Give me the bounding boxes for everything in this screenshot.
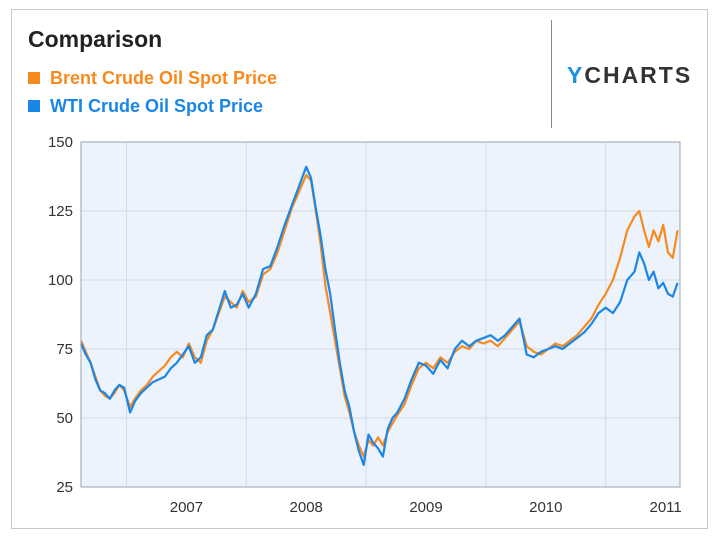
ycharts-logo-y: Y [567, 62, 585, 88]
y-tick-label: 25 [56, 479, 73, 496]
ycharts-logo[interactable]: YCHARTS [567, 62, 692, 89]
y-tick-label: 150 [48, 134, 73, 151]
y-tick-label: 50 [56, 410, 73, 427]
wti-swatch-icon [28, 100, 40, 112]
series-line-wti [79, 165, 679, 466]
legend-item-wti[interactable]: WTI Crude Oil Spot Price [28, 92, 277, 120]
y-tick-label: 125 [48, 203, 73, 220]
plot-frame [80, 141, 681, 488]
legend-label-brent: Brent Crude Oil Spot Price [50, 67, 278, 88]
x-tick-label: 2011 [649, 499, 681, 516]
chart-title: Comparison [28, 26, 163, 52]
series-line-brent [79, 174, 679, 458]
x-tick-label: 2007 [170, 499, 203, 516]
y-axis-ticks: 25 50 75 100 125 150 [48, 134, 73, 496]
legend-label-wti: WTI Crude Oil Spot Price [50, 95, 264, 116]
x-tick-label: 2010 [529, 499, 562, 516]
legend: Brent Crude Oil Spot Price WTI Crude Oil… [28, 64, 277, 120]
ycharts-logo-text: CHARTS [584, 62, 693, 88]
brent-swatch-icon [28, 72, 40, 84]
legend-item-brent[interactable]: Brent Crude Oil Spot Price [28, 64, 277, 92]
x-tick-label: 2008 [290, 499, 323, 516]
y-tick-label: 100 [48, 272, 73, 289]
y-tick-label: 75 [56, 341, 73, 358]
plot-area [81, 142, 680, 487]
x-tick-label: 2009 [409, 499, 442, 516]
header-divider [551, 20, 552, 128]
x-axis-ticks: 2007 2008 2009 2010 2011 [170, 499, 682, 516]
